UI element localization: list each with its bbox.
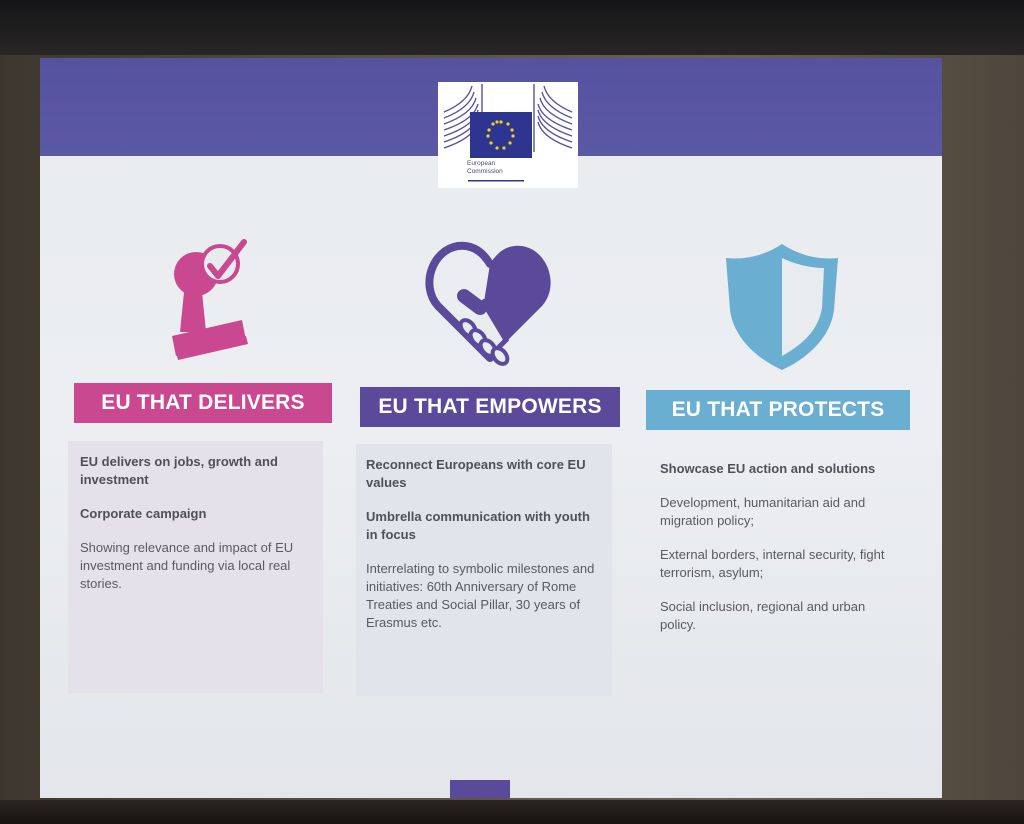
delivers-point-1: EU delivers on jobs, growth and investme… (80, 454, 278, 487)
header-eu-delivers: EU THAT DELIVERS (74, 383, 332, 423)
header-eu-empowers: EU THAT EMPOWERS (360, 387, 620, 427)
column-empowers-body: Reconnect Europeans with core EU values … (356, 444, 612, 696)
protects-point-3: External borders, internal security, fig… (660, 547, 885, 580)
empowers-point-2: Umbrella communication with youth in foc… (366, 509, 590, 542)
logo-caption: European Commission (467, 160, 503, 175)
logo-line-1: European (467, 160, 496, 167)
header-eu-protects: EU THAT PROTECTS (646, 390, 910, 430)
empowers-point-1: Reconnect Europeans with core EU values (366, 457, 586, 490)
protects-point-1: Showcase EU action and solutions (660, 461, 876, 476)
european-commission-logo (438, 82, 578, 188)
protects-point-4: Social inclusion, regional and urban pol… (660, 599, 866, 632)
slide-footer-tab (450, 780, 510, 798)
column-delivers-body: EU delivers on jobs, growth and investme… (68, 441, 323, 693)
empowers-point-3: Interrelating to symbolic milestones and… (366, 561, 595, 630)
column-protects-body: Showcase EU action and solutions Develop… (652, 448, 900, 698)
logo-line-2: Commission (467, 167, 503, 175)
shield-icon (726, 244, 838, 370)
stamp-check-icon (172, 239, 248, 360)
room-floor (0, 800, 1024, 824)
projected-slide: European Commission EU THAT DELIVERS EU … (40, 58, 942, 798)
room-ceiling (0, 0, 1024, 60)
heart-handshake-icon (425, 241, 551, 366)
delivers-point-2: Corporate campaign (80, 506, 207, 521)
protects-point-2: Development, humanitarian aid and migrat… (660, 495, 866, 528)
delivers-point-3: Showing relevance and impact of EU inves… (80, 540, 294, 591)
